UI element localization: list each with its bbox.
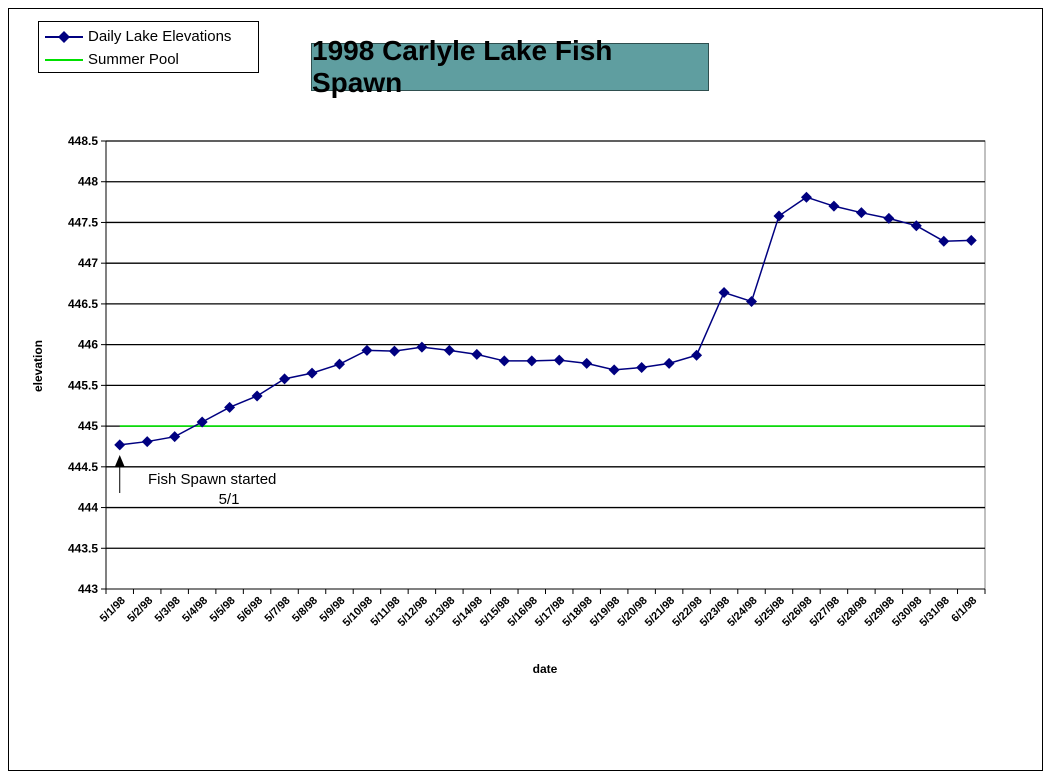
y-tick-label: 443 bbox=[78, 582, 98, 596]
data-point bbox=[443, 344, 455, 356]
data-point bbox=[910, 220, 922, 232]
data-point bbox=[691, 349, 703, 361]
data-point bbox=[196, 416, 208, 428]
data-point bbox=[828, 200, 840, 212]
data-point bbox=[608, 364, 620, 376]
x-tick-label: 5/16/98 bbox=[505, 595, 539, 629]
plot-area bbox=[105, 140, 986, 590]
legend: Daily Lake Elevations Summer Pool bbox=[38, 21, 259, 73]
y-tick-label: 447.5 bbox=[68, 215, 98, 229]
x-tick-label: 5/13/98 bbox=[423, 595, 457, 629]
data-point bbox=[773, 210, 785, 222]
y-tick-label: 445.5 bbox=[68, 378, 98, 392]
data-point bbox=[636, 361, 648, 373]
x-tick-label: 5/18/98 bbox=[560, 595, 594, 629]
x-tick-label: 5/14/98 bbox=[451, 595, 485, 629]
data-point bbox=[938, 235, 950, 247]
x-tick-label: 5/24/98 bbox=[725, 595, 759, 629]
x-tick-label: 5/31/98 bbox=[917, 595, 951, 629]
x-tick-label: 5/30/98 bbox=[890, 595, 924, 629]
x-tick-label: 5/17/98 bbox=[533, 595, 567, 629]
y-axis-label: elevation bbox=[31, 340, 45, 392]
x-tick-label: 5/21/98 bbox=[643, 595, 677, 629]
x-tick-label: 5/29/98 bbox=[863, 595, 897, 629]
y-tick-label: 445 bbox=[78, 419, 98, 433]
data-point bbox=[361, 344, 373, 356]
x-tick-label: 6/1/98 bbox=[949, 595, 979, 625]
x-tick-label: 5/5/98 bbox=[208, 595, 238, 625]
x-tick-label: 5/4/98 bbox=[180, 595, 210, 625]
legend-label-summer-pool: Summer Pool bbox=[88, 51, 179, 68]
legend-line-icon bbox=[45, 59, 83, 61]
data-point bbox=[114, 439, 126, 451]
x-tick-label: 5/2/98 bbox=[125, 595, 155, 625]
y-tick-label: 447 bbox=[78, 256, 98, 270]
x-tick-label: 5/19/98 bbox=[588, 595, 622, 629]
annotation-arrow-icon bbox=[114, 455, 125, 467]
x-tick-label: 5/8/98 bbox=[290, 595, 320, 625]
x-tick-label: 5/27/98 bbox=[808, 595, 842, 629]
x-tick-label: 5/1/98 bbox=[98, 595, 128, 625]
data-point bbox=[169, 431, 181, 443]
legend-item-summer-pool: Summer Pool bbox=[39, 50, 258, 70]
data-point bbox=[279, 373, 291, 385]
data-point bbox=[471, 348, 483, 360]
data-point bbox=[553, 354, 565, 366]
daily-elevation-line bbox=[119, 196, 972, 446]
legend-diamond-line-icon bbox=[45, 31, 83, 43]
data-point bbox=[718, 287, 730, 299]
data-point bbox=[663, 357, 675, 369]
chart-title-box: 1998 Carlyle Lake Fish Spawn bbox=[311, 35, 709, 98]
data-point bbox=[333, 358, 345, 370]
y-tick-label: 448 bbox=[78, 175, 98, 189]
y-tick-label: 444 bbox=[78, 501, 98, 515]
x-tick-label: 5/22/98 bbox=[670, 595, 704, 629]
annotation-text-line1: Fish Spawn started bbox=[148, 471, 276, 488]
chart-title: 1998 Carlyle Lake Fish Spawn bbox=[312, 35, 613, 98]
legend-item-daily: Daily Lake Elevations bbox=[39, 27, 258, 47]
x-tick-label: 5/10/98 bbox=[341, 595, 375, 629]
y-tick-label: 444.5 bbox=[68, 460, 98, 474]
data-point bbox=[141, 436, 153, 448]
data-point bbox=[855, 207, 867, 219]
x-tick-label: 5/28/98 bbox=[835, 595, 869, 629]
y-tick-label: 446.5 bbox=[68, 297, 98, 311]
data-point bbox=[800, 191, 812, 203]
x-tick-label: 5/7/98 bbox=[263, 595, 293, 625]
x-tick-label: 5/15/98 bbox=[478, 595, 512, 629]
x-tick-label: 5/12/98 bbox=[396, 595, 430, 629]
chart-frame bbox=[8, 8, 1043, 771]
x-tick-label: 5/25/98 bbox=[753, 595, 787, 629]
x-tick-label: 5/3/98 bbox=[153, 595, 183, 625]
data-point bbox=[251, 390, 263, 402]
data-point bbox=[306, 367, 318, 379]
data-point bbox=[883, 212, 895, 224]
data-point bbox=[498, 355, 510, 367]
x-tick-label: 5/6/98 bbox=[235, 595, 265, 625]
x-tick-label: 5/26/98 bbox=[780, 595, 814, 629]
data-point bbox=[581, 357, 593, 369]
data-point bbox=[388, 345, 400, 357]
legend-label-daily: Daily Lake Elevations bbox=[88, 28, 232, 45]
data-point bbox=[416, 341, 428, 353]
data-point bbox=[965, 234, 977, 246]
annotation-text-line2: 5/1 bbox=[219, 491, 240, 508]
y-tick-label: 448.5 bbox=[68, 134, 98, 148]
x-axis-label: date bbox=[533, 662, 558, 676]
x-tick-label: 5/20/98 bbox=[615, 595, 649, 629]
data-point bbox=[746, 295, 758, 307]
y-tick-label: 446 bbox=[78, 338, 98, 352]
x-tick-label: 5/23/98 bbox=[698, 595, 732, 629]
y-tick-label: 443.5 bbox=[68, 541, 98, 555]
data-point bbox=[526, 355, 538, 367]
data-point bbox=[224, 401, 236, 413]
